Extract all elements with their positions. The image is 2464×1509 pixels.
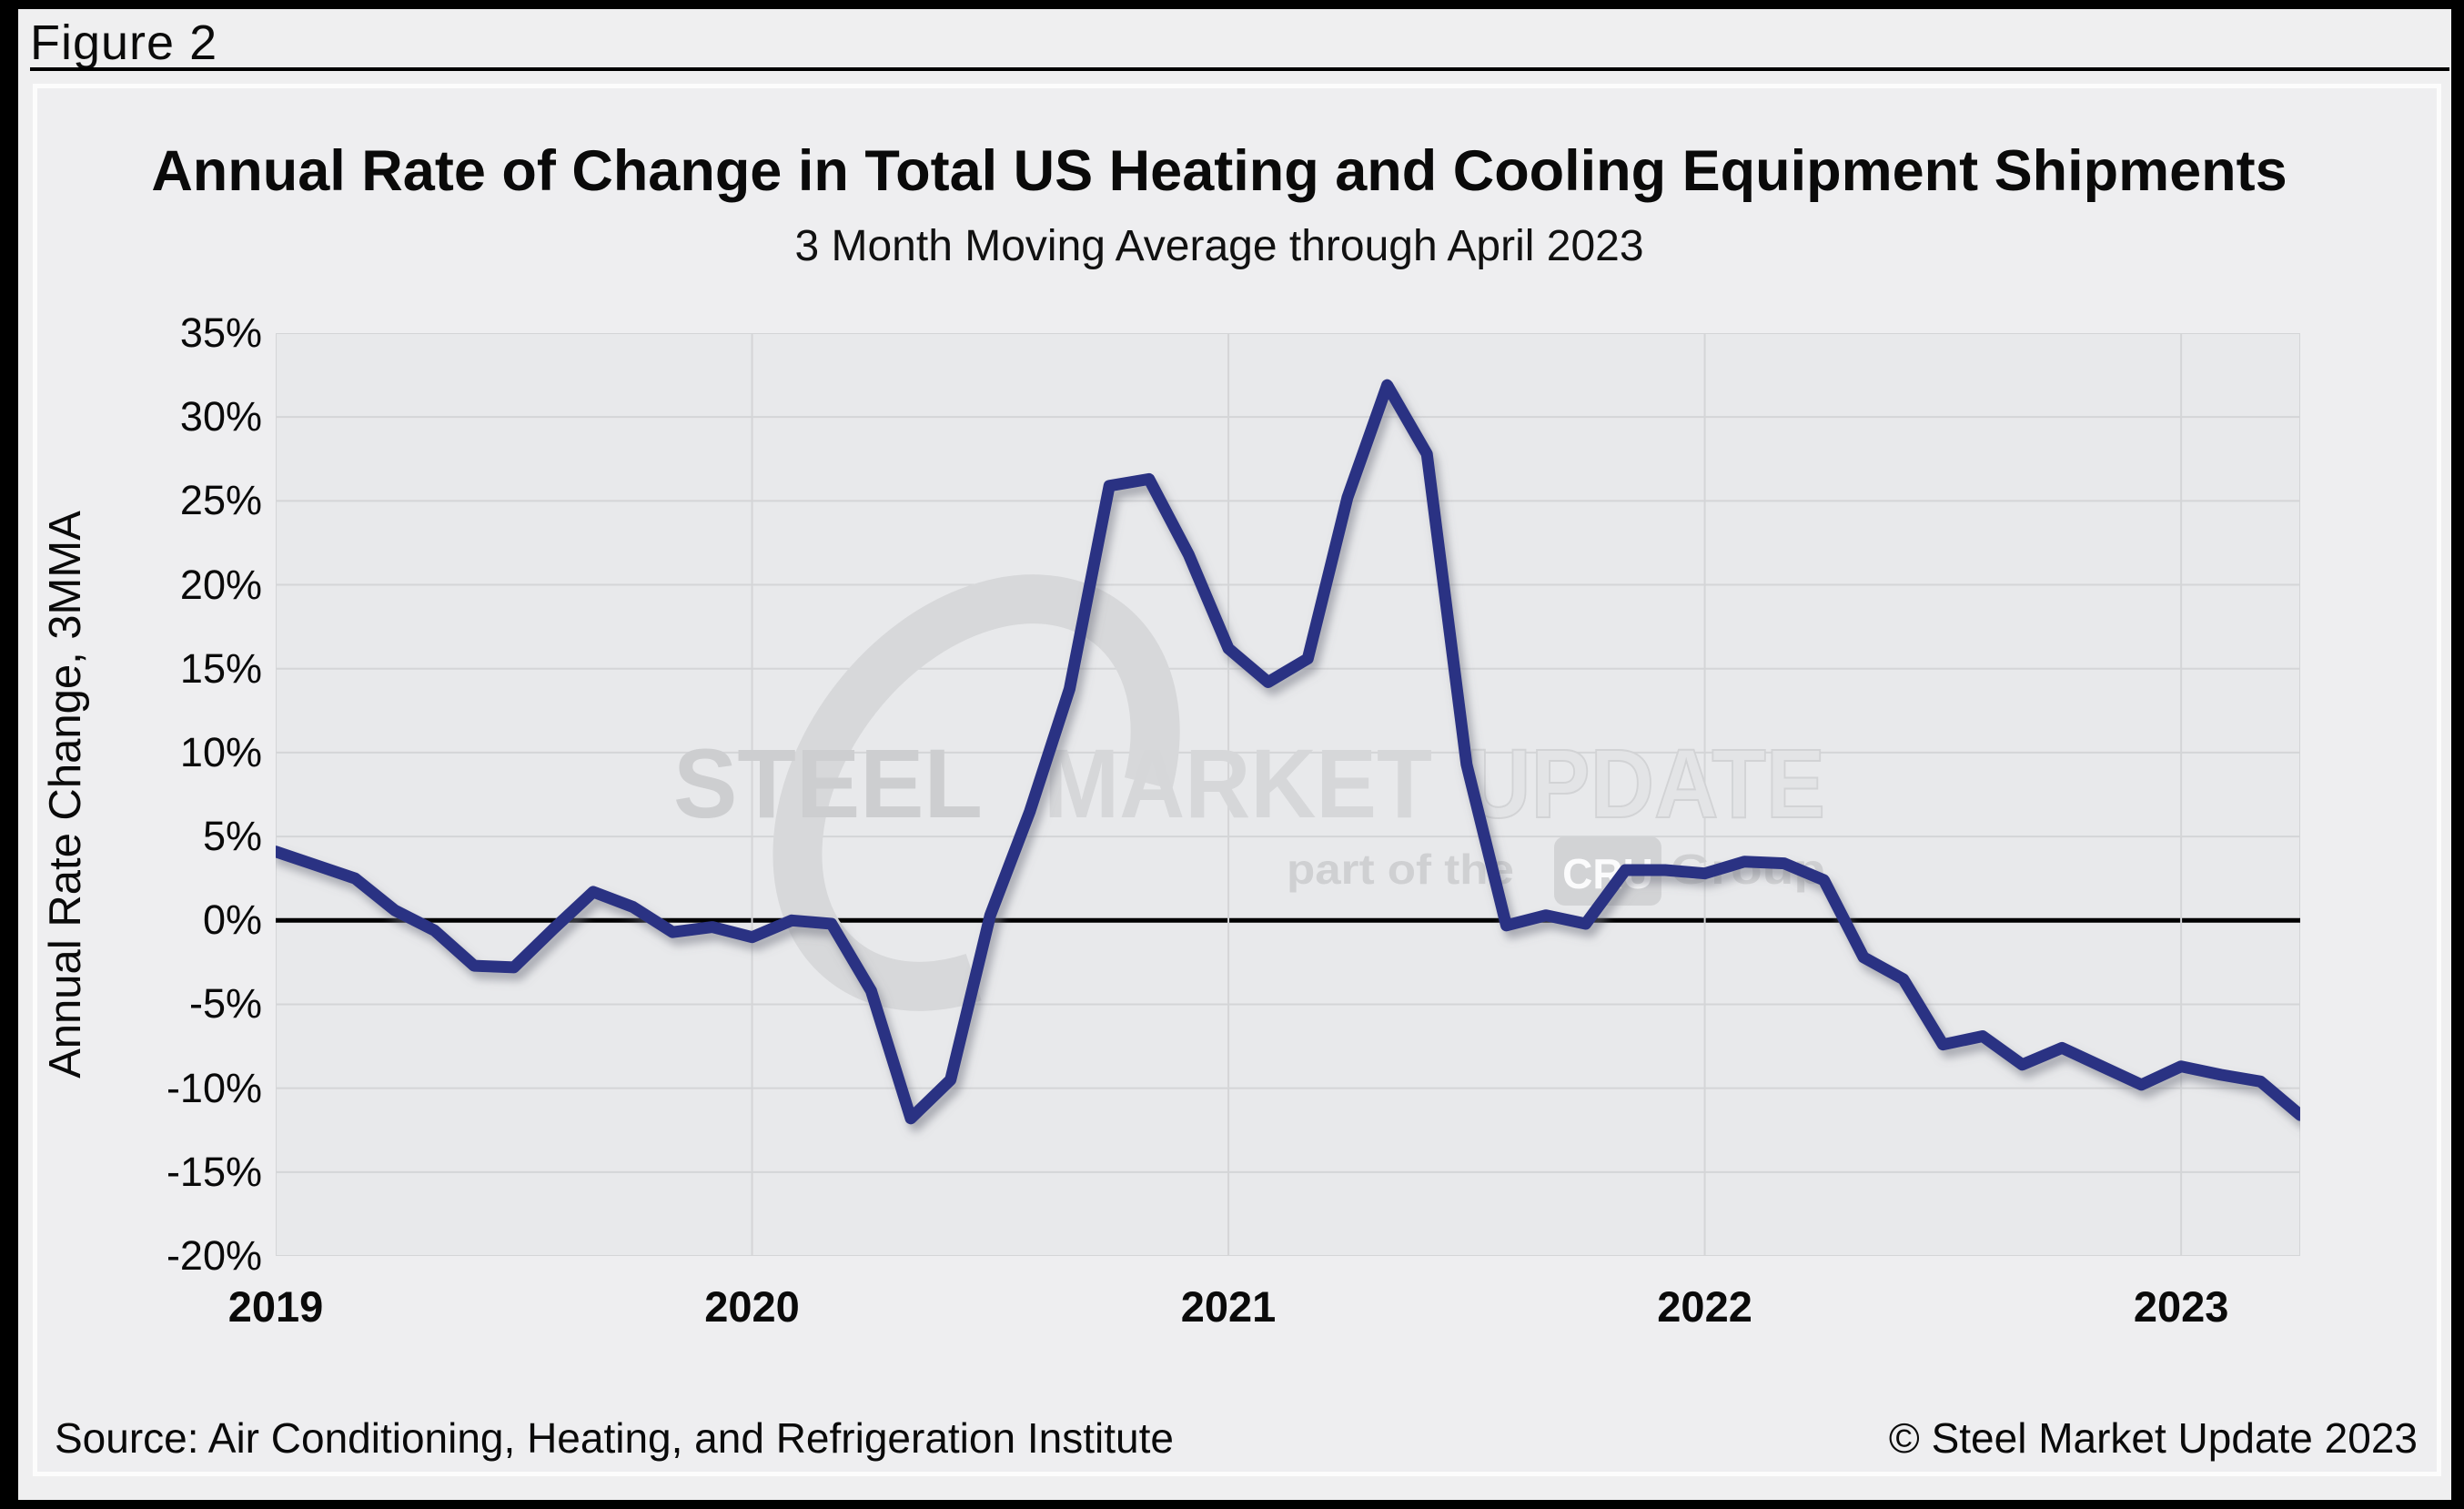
y-tick-label--10: -10% (166, 1064, 262, 1111)
y-tick-label-25: 25% (179, 477, 262, 524)
y-tick-label-15: 15% (179, 644, 262, 692)
x-tick-label-2021: 2021 (1180, 1282, 1277, 1331)
y-tick-label-30: 30% (179, 393, 262, 441)
y-tick-label--15: -15% (166, 1148, 262, 1195)
y-tick-label-5: 5% (202, 813, 262, 860)
source-note: Source: Air Conditioning, Heating, and R… (55, 1414, 1174, 1462)
plot-background (276, 333, 2300, 1256)
y-tick-label-10: 10% (179, 728, 262, 775)
y-tick-label-35: 35% (179, 309, 262, 356)
figure-underline (30, 67, 2449, 71)
x-tick-label-2023: 2023 (2133, 1282, 2229, 1331)
y-tick-label--20: -20% (166, 1232, 262, 1279)
chart-title: Annual Rate of Change in Total US Heatin… (151, 139, 2287, 203)
x-tick-label-2022: 2022 (1657, 1282, 1752, 1331)
y-tick-label-20: 20% (179, 561, 262, 608)
figure-label: Figure 2 (30, 15, 218, 70)
y-tick-label-0: 0% (202, 896, 262, 944)
copyright-note: © Steel Market Update 2023 (1888, 1414, 2418, 1462)
y-tick-label--5: -5% (188, 980, 262, 1028)
data-series-line (276, 379, 2300, 1125)
plot-area: STEEL MARKET UPDATE part of the CRU Grou… (276, 333, 2300, 1256)
x-tick-label-2020: 2020 (704, 1282, 800, 1331)
x-tick-label-2019: 2019 (227, 1282, 324, 1331)
chart-subtitle: 3 Month Moving Average through April 202… (794, 222, 1644, 270)
gridlines (276, 333, 2300, 1256)
